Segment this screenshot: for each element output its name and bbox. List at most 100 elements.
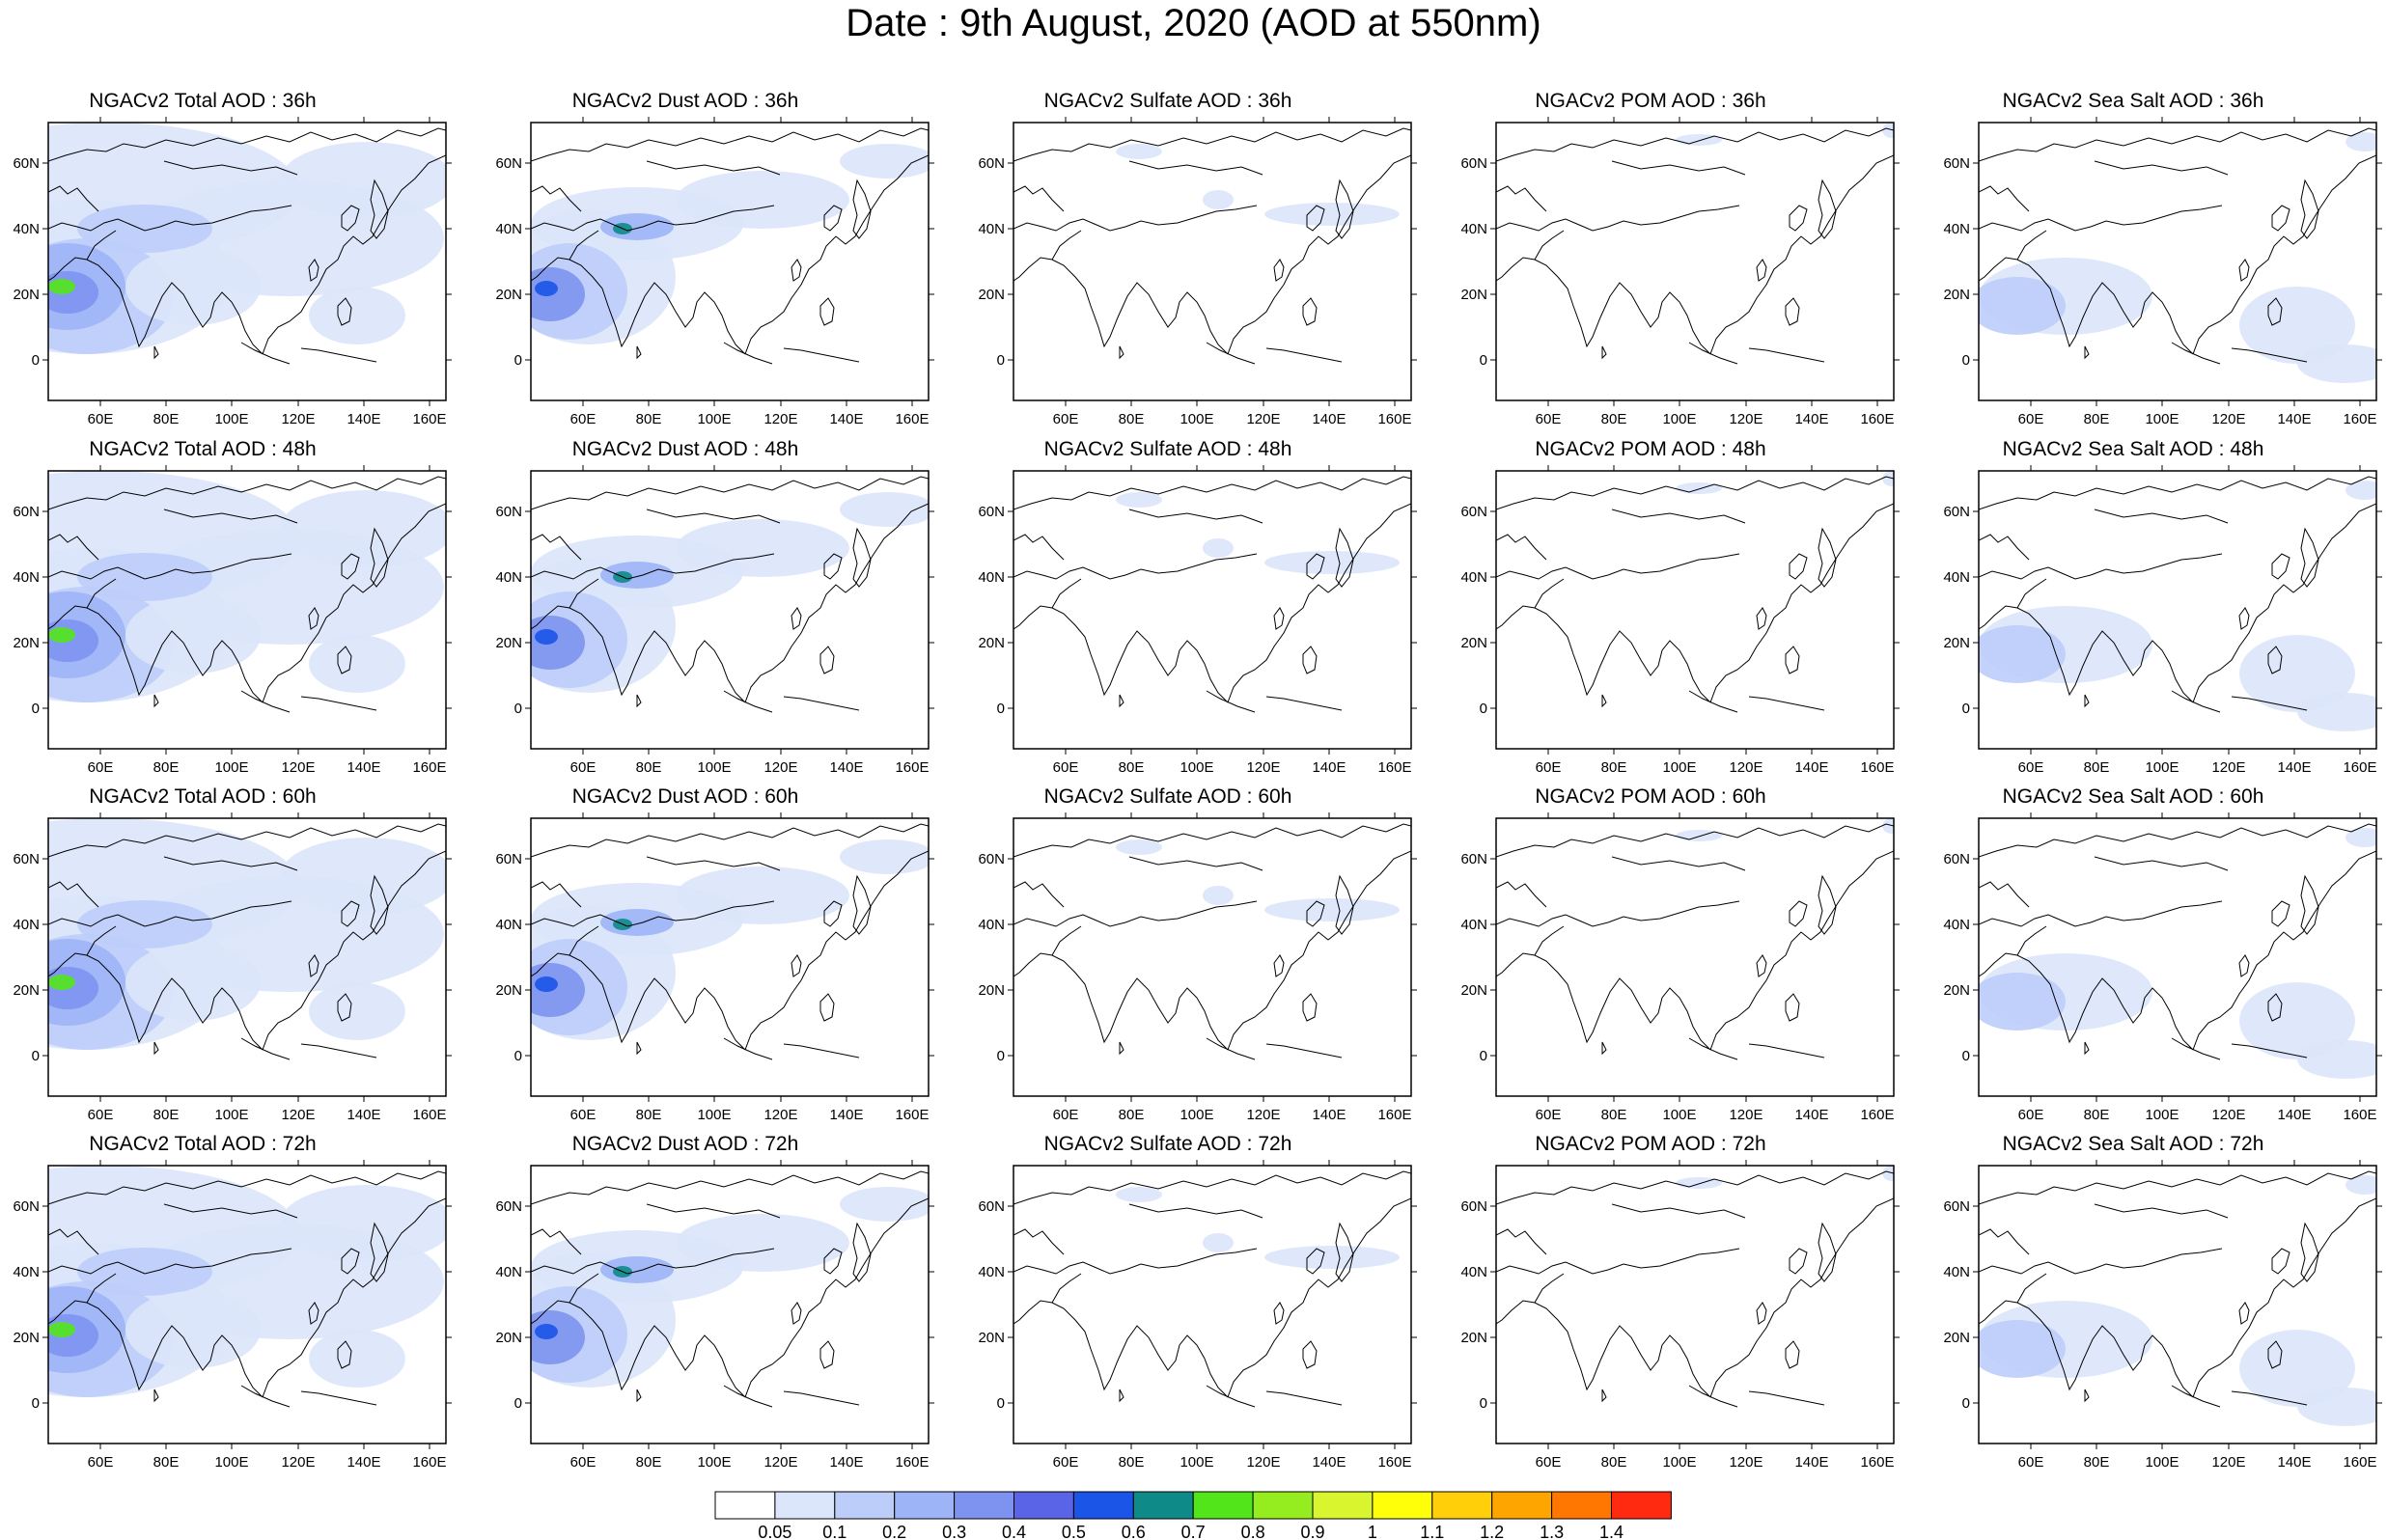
lon-tick-label: 80E (1119, 1107, 1145, 1122)
aod-shading (1203, 190, 1234, 209)
lon-tick-label: 160E (1377, 1454, 1411, 1470)
lat-tick-label: 0 (514, 352, 522, 369)
coastline (531, 823, 929, 1060)
lat-tick-label: 60N (1943, 155, 1970, 172)
lat-tick-label: 60N (495, 504, 522, 520)
lat-tick-label: 40N (1460, 917, 1487, 933)
map-panel: NGACv2 Dust AOD : 60h 60N 40N 20N 0 60E 80E 100… (483, 784, 965, 1122)
coastline (531, 1170, 929, 1408)
lon-tick-label: 160E (1377, 1107, 1411, 1122)
map-frame (47, 1165, 447, 1444)
aod-shading (280, 1185, 446, 1262)
lon-tick-label: 120E (1246, 1454, 1280, 1470)
lon-tick-label: 60E (570, 759, 597, 775)
colorbar-swatch (894, 1491, 956, 1520)
lon-tick-label: 160E (1860, 759, 1894, 775)
lon-tick-label: 140E (1794, 411, 1828, 426)
colorbar-label: 1.4 (1599, 1523, 1624, 1540)
lat-tick-label: 0 (1962, 1048, 1970, 1064)
colorbar-label: 0.9 (1300, 1523, 1324, 1540)
aod-map: 60N 40N 20N 0 60E 80E 100E 120E 140E 160E (1943, 1160, 2382, 1470)
aod-shading (2297, 1040, 2376, 1079)
aod-shading (1203, 1233, 1234, 1252)
lon-tick-label: 140E (2277, 1454, 2311, 1470)
aod-map: 60N 40N 20N 0 60E 80E 100E 120E 140E 160E (13, 1160, 452, 1470)
aod-shading (600, 213, 674, 240)
lon-tick-label: 120E (281, 1107, 315, 1122)
lat-tick-label: 60N (1943, 504, 1970, 520)
lon-tick-label: 140E (347, 759, 380, 775)
aod-shading (1882, 818, 1894, 834)
map-panel: NGACv2 POM AOD : 60h 60N 40N 20N 0 60E 80E 100E… (1448, 784, 1930, 1122)
map-panel: NGACv2 Total AOD : 72h 60N 40N 20N 0 60E 80E 10… (0, 1132, 483, 1470)
lon-tick-label: 60E (1053, 411, 1079, 426)
colorbar-label: 1.2 (1480, 1523, 1504, 1540)
lon-tick-label: 120E (2211, 1107, 2245, 1122)
map-frame (530, 122, 930, 401)
aod-shading (535, 629, 558, 645)
lon-tick-label: 100E (697, 411, 731, 426)
lat-tick-label: 0 (1480, 701, 1487, 717)
aod-shading (2345, 481, 2376, 500)
map-panel: NGACv2 POM AOD : 72h 60N 40N 20N 0 60E 80E 100E… (1448, 1132, 1930, 1470)
lon-tick-label: 100E (214, 411, 248, 426)
panel-title: NGACv2 Sea Salt AOD : 60h (2002, 785, 2264, 808)
lat-tick-label: 40N (978, 569, 1005, 586)
lat-tick-label: 40N (1943, 221, 1970, 237)
lat-tick-label: 60N (495, 851, 522, 867)
lon-tick-label: 80E (2084, 759, 2110, 775)
aod-shading (280, 838, 446, 915)
lon-tick-label: 100E (1180, 759, 1213, 775)
aod-shading (280, 490, 446, 567)
colorbar-swatch (1372, 1491, 1433, 1520)
lon-tick-label: 140E (1312, 759, 1346, 775)
lon-tick-label: 60E (88, 1454, 114, 1470)
aod-map: 60N 40N 20N 0 60E 80E 100E 120E 140E 160E (978, 812, 1417, 1122)
lon-tick-label: 60E (1053, 1107, 1079, 1122)
lon-tick-label: 120E (2211, 1454, 2245, 1470)
lon-tick-label: 100E (697, 1454, 731, 1470)
aod-shading (125, 248, 261, 325)
lon-tick-label: 80E (636, 1107, 662, 1122)
lon-tick-label: 60E (1536, 759, 1562, 775)
lat-tick-label: 60N (1460, 851, 1487, 867)
lat-tick-label: 20N (1943, 287, 1970, 303)
map-panel: NGACv2 POM AOD : 36h 60N 40N 20N 0 60E 80E 100E… (1448, 89, 1930, 426)
lon-tick-label: 100E (2145, 1454, 2179, 1470)
lat-tick-label: 40N (13, 1264, 40, 1280)
coastline (1013, 1170, 1411, 1408)
coastline (531, 127, 929, 365)
lat-tick-label: 40N (978, 917, 1005, 933)
coastline (531, 476, 929, 713)
colorbar-label: 0.3 (942, 1523, 966, 1540)
lat-tick-label: 0 (997, 701, 1005, 717)
colorbar-label: 0.5 (1062, 1523, 1086, 1540)
aod-shading (309, 287, 405, 344)
lat-tick-label: 20N (13, 1330, 40, 1346)
coastline (1979, 127, 2376, 365)
lon-tick-label: 100E (1662, 1107, 1696, 1122)
aod-shading (309, 982, 405, 1040)
aod-shading (1116, 1187, 1162, 1202)
colorbar-label: 0.8 (1241, 1523, 1265, 1540)
lat-tick-label: 0 (1962, 701, 1970, 717)
aod-shading (840, 839, 929, 874)
aod-shading (125, 596, 261, 674)
lon-tick-label: 160E (2343, 411, 2376, 426)
aod-shading (1264, 1246, 1400, 1269)
lat-tick-label: 60N (1460, 1198, 1487, 1215)
aod-shading (1979, 973, 2066, 1031)
lon-tick-label: 80E (153, 1454, 180, 1470)
lon-tick-label: 80E (1601, 759, 1627, 775)
lon-tick-label: 160E (1860, 1107, 1894, 1122)
lon-tick-label: 140E (1794, 759, 1828, 775)
lon-tick-label: 60E (2018, 1107, 2044, 1122)
lon-tick-label: 140E (1794, 1454, 1828, 1470)
aod-map: 60N 40N 20N 0 60E 80E 100E 120E 140E 160E (13, 465, 452, 775)
panel-title: NGACv2 Sulfate AOD : 60h (1043, 785, 1292, 808)
lat-tick-label: 0 (32, 1395, 40, 1412)
aod-shading (1116, 492, 1162, 508)
panel-title: NGACv2 POM AOD : 36h (1535, 90, 1766, 112)
lon-tick-label: 60E (570, 1454, 597, 1470)
coastline (1013, 823, 1411, 1060)
